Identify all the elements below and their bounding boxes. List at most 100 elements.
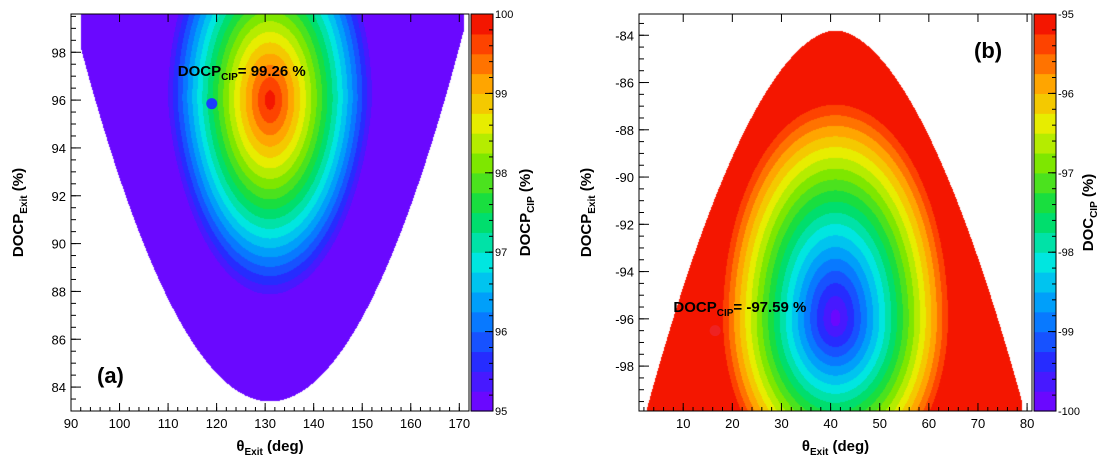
x-tick-label: 150 (351, 416, 373, 431)
y-tick-label: 84 (52, 380, 66, 395)
x-axis-title: θExit (deg) (802, 438, 869, 458)
x-tick-label: 170 (448, 416, 470, 431)
colorbar-segment (471, 371, 493, 392)
x-tick-label: 120 (206, 416, 228, 431)
x-tick-label: 80 (1020, 416, 1034, 431)
panel-label: (a) (97, 363, 124, 388)
colorbar-segment (1034, 252, 1056, 273)
colorbar-tick-label: -99 (1058, 327, 1074, 339)
colorbar-segment (1034, 113, 1056, 134)
colorbar-segment (471, 351, 493, 372)
colorbar-segment (471, 232, 493, 253)
colorbar-segment (471, 93, 493, 114)
y-tick-label: -86 (615, 76, 634, 91)
colorbar-tick-label: -96 (1058, 88, 1074, 100)
colorbar-segment (471, 311, 493, 333)
x-tick-label: 40 (823, 416, 837, 431)
colorbar-tick-label: 97 (495, 247, 507, 259)
colorbar-segment (1034, 133, 1056, 154)
x-tick-label: 70 (971, 416, 985, 431)
colorbar-frame (1033, 13, 1057, 412)
colorbar-segment (1034, 291, 1056, 313)
colorbar-segment (1034, 14, 1056, 35)
x-tick-label: 10 (676, 416, 690, 431)
y-axis-title: DOCPExit (%) (10, 168, 30, 257)
colorbar-tick-label: 99 (495, 88, 507, 100)
heatmap-surface (71, 14, 469, 411)
panel-label: (b) (974, 38, 1002, 63)
x-tick-label: 90 (64, 416, 78, 431)
colorbar-tick-label: -98 (1058, 247, 1074, 259)
colorbar-tick-label: 95 (495, 406, 507, 418)
colorbar-tick-label: -97 (1058, 168, 1074, 180)
colorbar-segment (1034, 311, 1056, 333)
x-axis-title: θExit (deg) (236, 438, 303, 458)
x-tick-label: 30 (774, 416, 788, 431)
plot-frame (70, 13, 470, 412)
colorbar-segment (471, 331, 493, 353)
colorbar-segment (1034, 391, 1056, 412)
y-tick-label: 94 (52, 141, 66, 156)
colorbar-segment (1034, 212, 1056, 233)
colorbar-segment (471, 33, 493, 55)
colorbar-segment (1034, 192, 1056, 214)
colorbar-tick-label: 98 (495, 168, 507, 180)
colorbar-title: DOCPCIP (%) (517, 169, 537, 257)
colorbar-segment (471, 14, 493, 35)
colorbar-segment (471, 172, 493, 194)
colorbar-segment (471, 113, 493, 134)
colorbar-segment (1034, 53, 1056, 75)
y-tick-label: 86 (52, 332, 66, 347)
colorbar-segment (471, 192, 493, 214)
x-tick-label: 60 (922, 416, 936, 431)
x-tick-label: 110 (158, 416, 179, 431)
colorbar-segment (471, 152, 493, 174)
colorbar-segment (1034, 73, 1056, 94)
colorbar-tick-label: 100 (495, 9, 513, 21)
annotation-label: DOCPCIP= 99.26 % (178, 63, 306, 83)
colorbar-segment (471, 291, 493, 313)
y-tick-label: -84 (615, 28, 634, 43)
marker-point (709, 325, 721, 337)
y-tick-label: -96 (615, 312, 634, 327)
colorbar-segment (471, 212, 493, 233)
colorbar-tick-label: -95 (1058, 9, 1074, 21)
y-tick-label: -98 (615, 359, 634, 374)
y-tick-label: 98 (52, 45, 66, 60)
y-tick-label: 96 (52, 93, 66, 108)
x-tick-label: 160 (400, 416, 422, 431)
colorbar-frame (470, 13, 494, 412)
colorbar-segment (1034, 351, 1056, 372)
marker-point (206, 98, 218, 110)
colorbar-segment (1034, 33, 1056, 55)
y-tick-label: -90 (615, 170, 634, 185)
colorbar-segment (1034, 93, 1056, 114)
x-tick-label: 50 (872, 416, 886, 431)
y-tick-label: 90 (52, 237, 66, 252)
y-tick-label: -88 (615, 123, 634, 138)
colorbar-segment (471, 252, 493, 273)
colorbar-segment (471, 73, 493, 94)
colorbar-segment (1034, 371, 1056, 392)
colorbar-segment (471, 133, 493, 154)
x-tick-label: 130 (254, 416, 276, 431)
y-axis-title: DOCPExit (%) (578, 168, 598, 257)
x-tick-label: 20 (725, 416, 739, 431)
colorbar-segment (471, 53, 493, 75)
colorbar-segment (471, 391, 493, 412)
x-tick-label: 140 (303, 416, 325, 431)
colorbar-segment (1034, 272, 1056, 293)
colorbar-segment (471, 272, 493, 293)
colorbar-segment (1034, 232, 1056, 253)
colorbar-tick-label: 96 (495, 327, 507, 339)
y-tick-label: -94 (615, 265, 634, 280)
y-tick-label: -92 (615, 217, 634, 232)
heatmap-surface (639, 14, 1032, 411)
y-tick-label: 92 (52, 189, 66, 204)
colorbar-tick-label: -100 (1058, 406, 1080, 418)
colorbar-segment (1034, 331, 1056, 353)
colorbar-segment (1034, 172, 1056, 194)
panel-a: 90 100 110 120 130 140 150 160 170 84 86 88 90 92 94 96… (10, 9, 537, 458)
x-tick-label: 100 (109, 416, 131, 431)
